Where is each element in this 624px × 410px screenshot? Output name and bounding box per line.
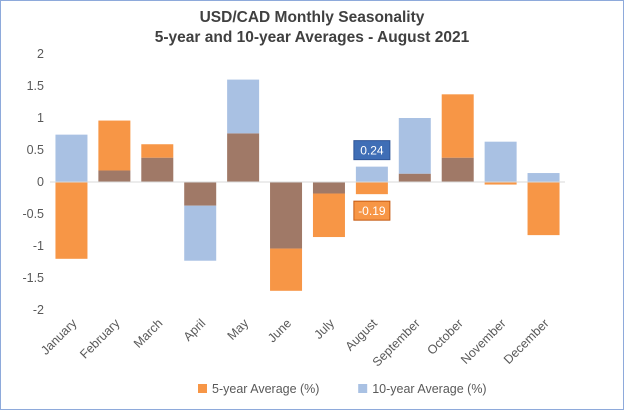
bar-overlap-february	[98, 170, 131, 182]
y-tick-label: 0	[37, 175, 44, 189]
x-tick-label: April	[181, 316, 209, 344]
y-tick-label: -2	[33, 303, 44, 317]
bar-10yr-september	[398, 118, 431, 174]
bar-overlap-march	[141, 157, 174, 182]
y-tick-label: 2	[37, 47, 44, 61]
legend-label: 10-year Average (%)	[372, 382, 486, 396]
x-tick-label: November	[458, 316, 509, 367]
bar-5yr-november	[484, 182, 517, 185]
bar-overlap-june	[270, 182, 303, 249]
y-axis: 2 1.5 1 0.5 0 -0.5 -1 -1.5 -2	[22, 47, 44, 317]
bar-overlap-april	[184, 182, 217, 206]
bar-5yr-august	[355, 182, 388, 195]
bar-10yr-november	[484, 141, 517, 182]
x-tick-label: March	[131, 316, 165, 350]
y-tick-label: 0.5	[27, 143, 44, 157]
data-label-box	[353, 140, 391, 161]
annotations: 0.24 -0.19	[353, 140, 391, 221]
x-tick-label: October	[424, 316, 465, 357]
x-tick-label: January	[38, 316, 80, 358]
data-label: -0.19	[358, 204, 386, 218]
chart-subtitle: 5-year and 10-year Averages - August 202…	[154, 29, 470, 46]
x-tick-label: June	[265, 316, 294, 345]
x-tick-label: December	[501, 316, 552, 367]
data-label: 0.24	[360, 144, 384, 158]
data-label-box	[353, 200, 391, 221]
bar-10yr-may	[227, 79, 260, 134]
bar-5yr-june	[270, 248, 303, 291]
y-tick-label: -1.5	[22, 271, 44, 285]
legend-swatch-10-year-average	[358, 384, 368, 393]
y-tick-label: -0.5	[22, 207, 44, 221]
legend-swatch-5-year-average	[198, 384, 207, 393]
bar-10yr-august	[355, 166, 388, 182]
chart-title: USD/CAD Monthly Seasonality	[199, 9, 425, 26]
bar-5yr-march	[141, 144, 174, 158]
bar-overlap-october	[441, 157, 474, 182]
bar-10yr-april	[184, 205, 217, 261]
bar-overlap-may	[227, 133, 260, 182]
bar-5yr-december	[527, 182, 560, 236]
y-tick-label: 1	[37, 111, 44, 125]
legend-label: 5-year Average (%)	[212, 382, 319, 396]
bar-10yr-december	[527, 173, 560, 182]
bar-overlap-july	[312, 182, 345, 194]
x-tick-label: May	[225, 316, 252, 343]
x-tick-label: August	[343, 316, 381, 354]
bar-5yr-october	[441, 94, 474, 158]
x-tick-label: February	[77, 316, 123, 362]
x-tick-label: July	[311, 316, 337, 342]
bar-5yr-january	[55, 182, 88, 259]
bar-10yr-january	[55, 134, 88, 182]
legend: 5-year Average (%) 10-year Average (%)	[198, 382, 487, 396]
bar-overlap-september	[398, 173, 431, 182]
bar-5yr-july	[312, 193, 345, 238]
bars	[55, 79, 560, 291]
bar-5yr-february	[98, 120, 131, 171]
y-tick-label: 1.5	[27, 79, 44, 93]
y-tick-label: -1	[33, 239, 44, 253]
